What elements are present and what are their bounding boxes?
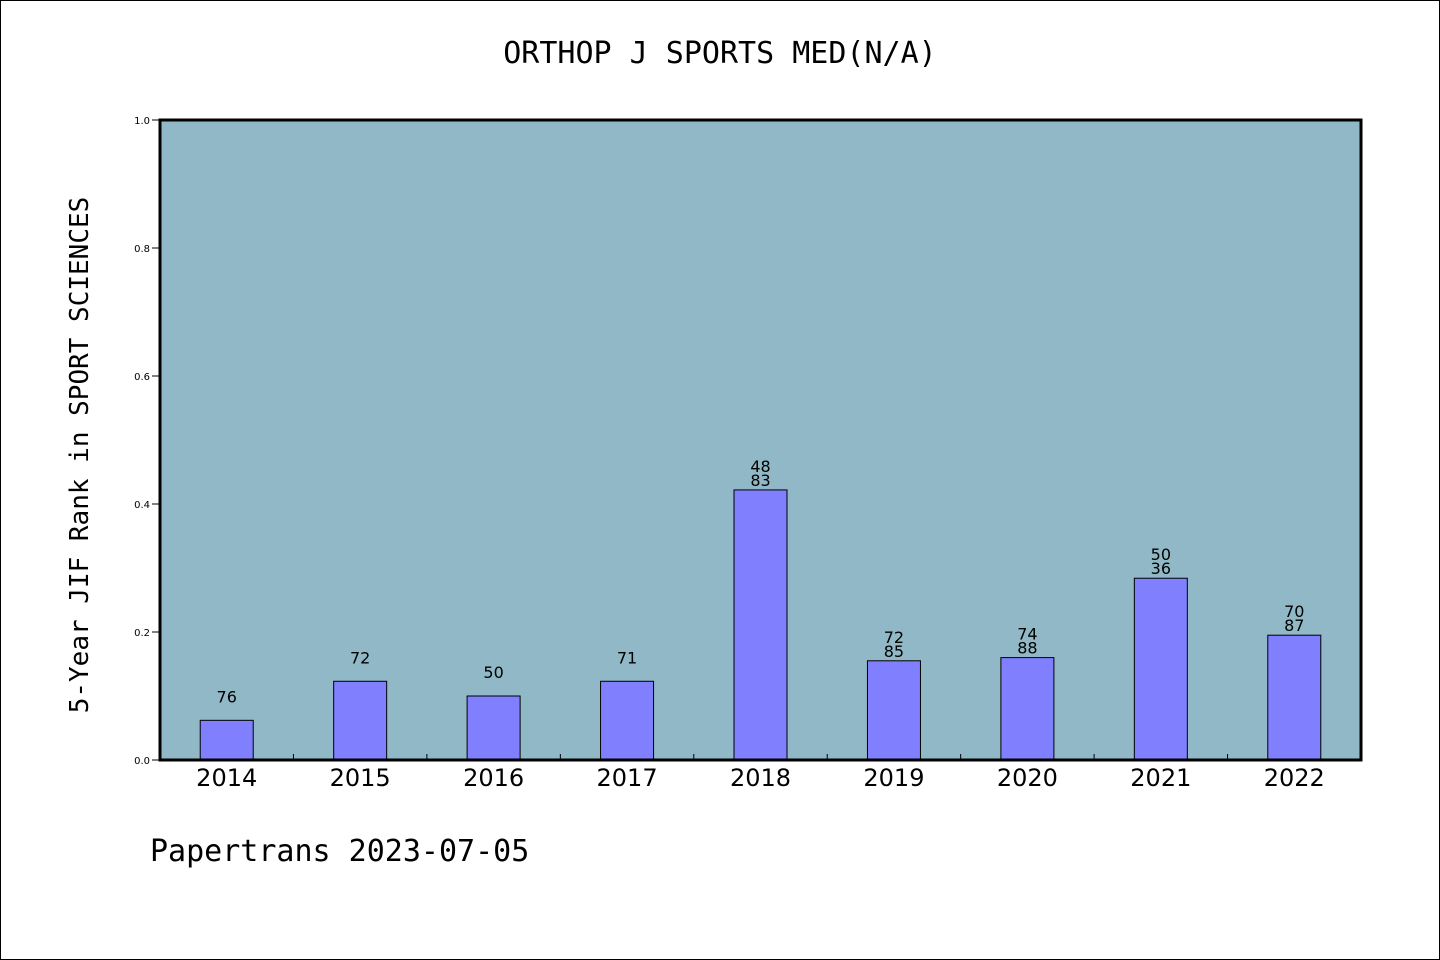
bar (1133, 577, 1188, 761)
x-tick-label: 2018 (730, 764, 791, 792)
x-tick-label: 2021 (1130, 764, 1191, 792)
bar (1267, 634, 1322, 761)
y-tick-label: 0.6 (134, 372, 150, 383)
y-tick-label: 1.0 (134, 116, 150, 127)
data-label: 85 (884, 642, 904, 661)
data-label: 83 (750, 471, 770, 490)
footer-note: Papertrans 2023-07-05 (150, 834, 530, 869)
data-label: 71 (617, 648, 637, 667)
bar (1000, 657, 1055, 761)
y-tick-label: 0.4 (134, 500, 150, 511)
bar (466, 695, 521, 761)
chart-title: ORTHOP J SPORTS MED(N/A) (503, 36, 937, 71)
x-tick-label: 2019 (863, 764, 924, 792)
plot-border (158, 118, 1363, 762)
data-label: 70 (1284, 602, 1304, 621)
bar (199, 719, 254, 761)
data-label: 87 (1284, 616, 1304, 635)
data-label: 88 (1017, 639, 1037, 658)
x-tick-label: 2022 (1264, 764, 1325, 792)
data-label: 50 (483, 663, 503, 682)
x-tick-label: 2015 (330, 764, 391, 792)
data-label: 72 (884, 628, 904, 647)
data-label: 76 (217, 687, 237, 706)
y-tick-label: 0.2 (134, 628, 150, 639)
data-label: 72 (350, 648, 370, 667)
x-tick-label: 2014 (196, 764, 257, 792)
bar (866, 660, 921, 761)
x-tick-label: 2017 (597, 764, 658, 792)
data-label: 36 (1151, 559, 1171, 578)
bar (333, 680, 388, 761)
y-tick-label: 0.0 (134, 756, 150, 767)
y-tick-label: 0.8 (134, 244, 150, 255)
data-label: 48 (750, 457, 770, 476)
data-label: 74 (1017, 625, 1037, 644)
bar (733, 489, 788, 761)
data-label: 50 (1151, 545, 1171, 564)
x-tick-label: 2020 (997, 764, 1058, 792)
bar (600, 680, 655, 761)
x-tick-label: 2016 (463, 764, 524, 792)
